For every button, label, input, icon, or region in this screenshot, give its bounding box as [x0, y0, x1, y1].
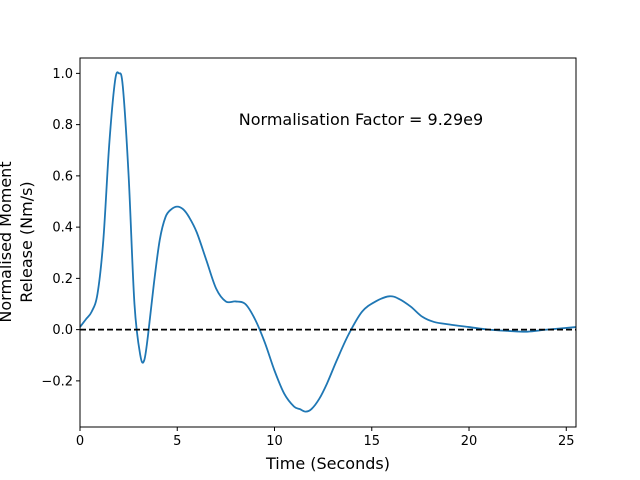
x-tick-label: 5 — [173, 434, 181, 449]
y-tick-label: 0.0 — [52, 323, 73, 338]
y-axis-label-line-2: Release (Nm/s) — [17, 181, 36, 302]
plot-area — [79, 71, 577, 413]
moment-release-series-line — [79, 71, 577, 413]
normalisation-annotation: Normalisation Factor = 9.29e9 — [239, 110, 483, 129]
y-tick-label: 0.6 — [52, 169, 73, 184]
y-tick-label: 0.4 — [52, 221, 73, 236]
y-tick-label: 0.8 — [52, 118, 73, 133]
x-tick-label: 10 — [266, 434, 283, 449]
x-ticks: 0 5 10 15 20 25 — [76, 427, 575, 449]
y-tick-label: 1.0 — [52, 67, 73, 82]
x-tick-label: 15 — [363, 434, 380, 449]
x-tick-label: 25 — [558, 434, 575, 449]
y-tick-label: −0.2 — [41, 374, 73, 389]
axes-frame — [79, 57, 577, 428]
y-ticks: −0.2 0.0 0.2 0.4 0.6 0.8 1.0 — [41, 67, 80, 389]
y-axis-label-group: Normalised Moment Release (Nm/s) — [0, 161, 36, 322]
y-axis-label-line-1: Normalised Moment — [0, 161, 15, 322]
x-tick-label: 20 — [461, 434, 478, 449]
x-axis-label: Time (Seconds) — [265, 454, 390, 473]
y-tick-label: 0.2 — [52, 272, 73, 287]
x-tick-label: 0 — [76, 434, 84, 449]
